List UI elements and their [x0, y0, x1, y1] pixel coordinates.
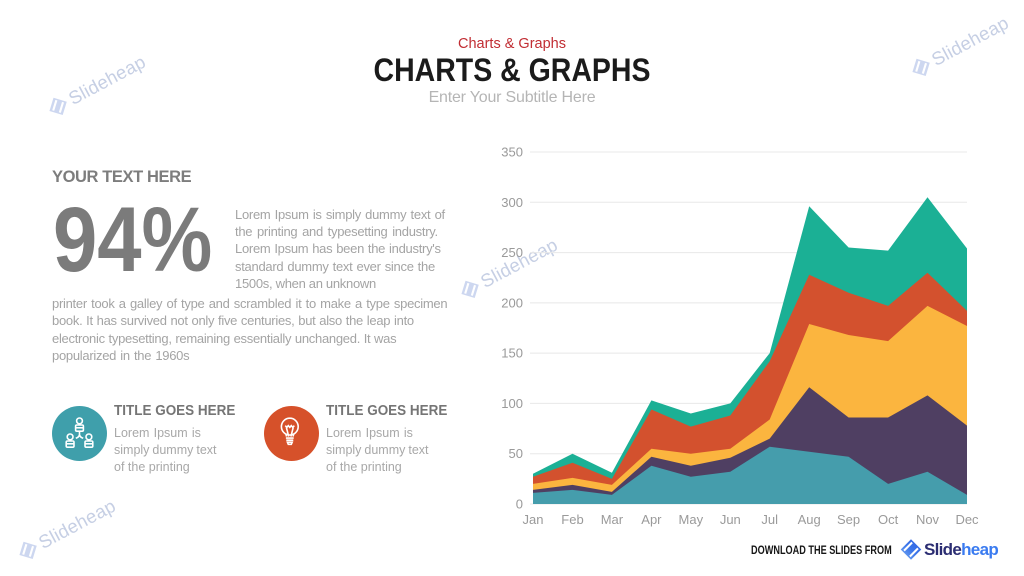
svg-text:May: May — [679, 512, 704, 527]
svg-text:Nov: Nov — [916, 512, 940, 527]
svg-text:Jun: Jun — [720, 512, 741, 527]
svg-text:Feb: Feb — [561, 512, 583, 527]
svg-text:Apr: Apr — [641, 512, 662, 527]
svg-text:Sep: Sep — [837, 512, 860, 527]
svg-text:Dec: Dec — [955, 512, 979, 527]
svg-text:150: 150 — [501, 346, 523, 361]
svg-text:350: 350 — [501, 145, 523, 160]
svg-text:300: 300 — [501, 195, 523, 210]
svg-text:50: 50 — [509, 446, 523, 461]
svg-text:Jul: Jul — [761, 512, 778, 527]
svg-text:Oct: Oct — [878, 512, 899, 527]
svg-text:200: 200 — [501, 295, 523, 310]
svg-text:100: 100 — [501, 396, 523, 411]
svg-text:Aug: Aug — [798, 512, 821, 527]
svg-text:250: 250 — [501, 245, 523, 260]
svg-text:Jan: Jan — [523, 512, 544, 527]
svg-text:0: 0 — [516, 497, 523, 512]
svg-text:Mar: Mar — [601, 512, 624, 527]
